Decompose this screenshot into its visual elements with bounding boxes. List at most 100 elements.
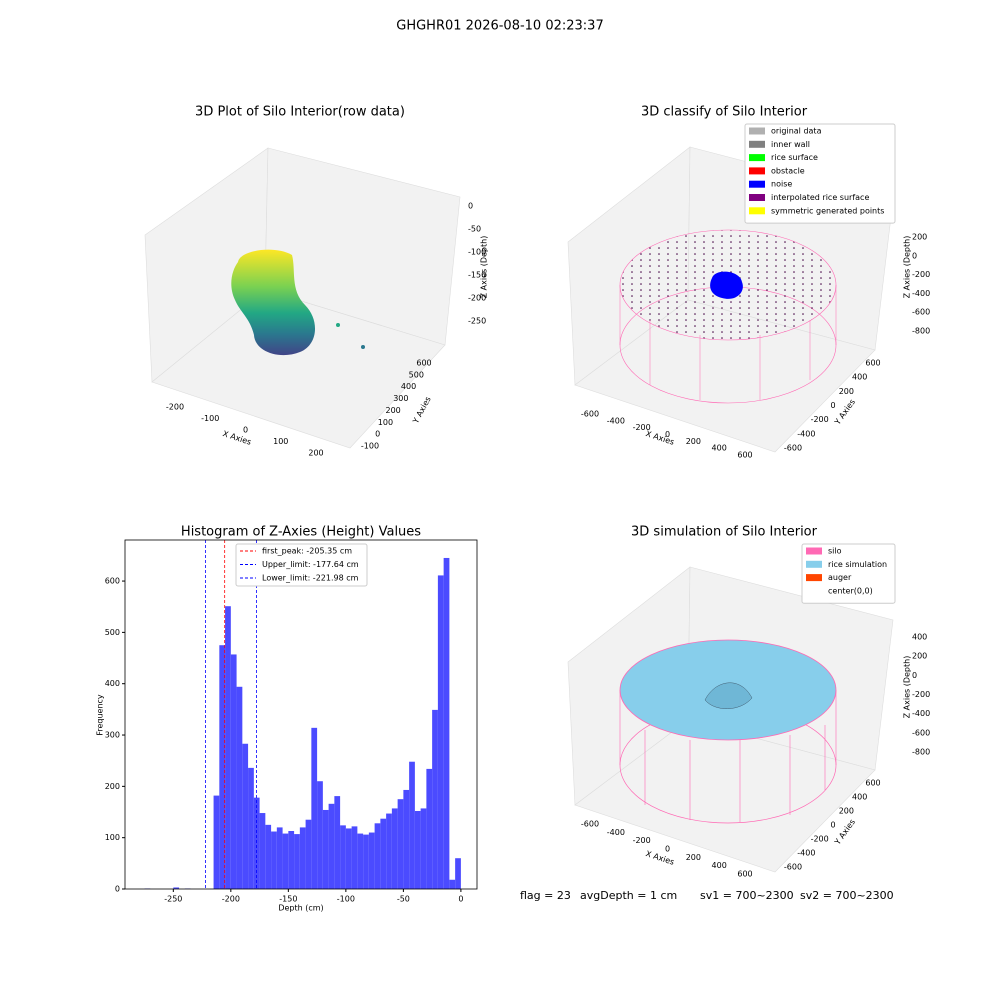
legend-label: noise	[771, 180, 792, 189]
z-tick-label: -150	[468, 271, 486, 280]
bar	[317, 781, 323, 889]
x-tick-label: -600	[581, 410, 599, 419]
y-tick-label: 0	[115, 885, 120, 894]
z-tick-label: -50	[468, 225, 481, 234]
z-tick-label: -200	[912, 270, 930, 279]
z-tick-label: 0	[468, 202, 473, 211]
bar	[437, 575, 444, 889]
y-tick-label: 200	[839, 807, 854, 816]
y-tick-label: 200	[386, 406, 401, 415]
chart-title: 3D simulation of Silo Interior	[631, 525, 818, 540]
legend-label: first_peak: -205.35 cm	[262, 547, 352, 556]
bar	[299, 827, 306, 889]
y-tick-label: 300	[393, 394, 408, 403]
z-tick-label: 0	[912, 251, 917, 260]
bar	[340, 825, 346, 889]
auger-cone	[704, 682, 753, 709]
x-tick-label: 600	[737, 870, 752, 879]
y-tick-label: 600	[105, 577, 120, 586]
z-tick-label: -400	[912, 289, 930, 298]
chart-title: 3D classify of Silo Interior	[641, 105, 808, 120]
bar	[351, 826, 358, 889]
y-axis-label: Y Axies	[832, 398, 857, 428]
bar	[271, 831, 277, 889]
y-tick-label: 100	[105, 833, 120, 842]
bar	[288, 831, 295, 889]
y-tick-label: 400	[852, 373, 867, 382]
legend-swatch	[749, 167, 765, 175]
x-axis-label: X Axies	[645, 849, 676, 867]
z-tick-label: -200	[912, 690, 930, 699]
bar	[363, 834, 369, 889]
x-axis-label: X Axies	[645, 429, 676, 447]
y-tick-label: 600	[865, 779, 880, 788]
legend-box	[744, 123, 896, 224]
axes-3d-1	[144, 147, 461, 449]
y-tick-label: 300	[105, 731, 120, 740]
y-axis-label: Y Axies	[411, 395, 433, 426]
bar	[432, 709, 438, 889]
y-tick-label: -600	[784, 444, 802, 453]
suptitle: GHGHR01 2026-08-10 02:23:37	[396, 19, 603, 34]
bar	[345, 828, 352, 889]
y-tick-label: -400	[797, 849, 815, 858]
legend-swatch	[806, 560, 822, 568]
bar	[328, 803, 335, 889]
bar	[311, 727, 318, 889]
x-tick-label: 0	[243, 426, 248, 435]
y-tick-label: -200	[811, 835, 829, 844]
legend-swatch	[749, 180, 765, 188]
bar	[294, 834, 300, 889]
legend-label: rice simulation	[828, 560, 887, 569]
legend-swatch	[806, 574, 822, 582]
bar	[426, 768, 433, 889]
x-tick-label: 200	[308, 449, 323, 458]
x-tick-label: 0	[458, 895, 463, 904]
z-tick-label: 400	[912, 633, 927, 642]
legend-label: interpolated rice surface	[771, 193, 869, 202]
bar	[357, 833, 364, 889]
z-tick-label: -400	[912, 709, 930, 718]
legend-swatch	[749, 127, 765, 135]
legend-swatch	[749, 154, 765, 162]
pane	[151, 289, 446, 449]
bar	[322, 809, 329, 889]
bar	[242, 743, 249, 889]
bar	[334, 796, 341, 889]
x-tick-label: -50	[397, 895, 410, 904]
z-tick-label: -800	[912, 327, 930, 336]
point	[336, 323, 340, 327]
bar	[230, 654, 237, 889]
legend-label: symmetric generated points	[771, 206, 884, 215]
bar	[265, 824, 272, 889]
y-tick-label: 400	[852, 793, 867, 802]
bar	[276, 827, 283, 889]
legend-label: silo	[828, 547, 842, 556]
legend-label: Upper_limit: -177.64 cm	[262, 560, 359, 569]
legend-swatch	[749, 207, 765, 215]
x-tick-label: -150	[279, 895, 297, 904]
x-tick-label: -100	[201, 414, 219, 423]
silo-wall	[619, 285, 837, 400]
y-tick-label: 400	[401, 382, 416, 391]
axes-frame	[124, 539, 478, 890]
y-tick-label: 500	[105, 628, 120, 637]
x-axis-label: Depth (cm)	[278, 904, 323, 913]
bar	[248, 767, 254, 889]
bar	[403, 789, 410, 889]
y-tick-label: 200	[105, 782, 120, 791]
z-axis-label: Z Axies (Depth)	[903, 656, 912, 719]
legend-label: obstacle	[771, 166, 805, 175]
y-tick-label: -100	[361, 442, 379, 451]
x-tick-label: -200	[633, 423, 651, 432]
x-tick-label: 400	[712, 861, 727, 870]
bar	[213, 795, 220, 889]
bar	[380, 818, 387, 889]
bar	[449, 879, 456, 889]
y-axis-label: Frequency	[96, 694, 105, 736]
legend-label: auger	[828, 573, 852, 582]
y-tick-label: 0	[375, 430, 380, 439]
point-cloud	[231, 249, 316, 356]
y-tick-label: 500	[409, 370, 424, 379]
chart-title: Histogram of Z-Axies (Height) Values	[181, 525, 421, 540]
